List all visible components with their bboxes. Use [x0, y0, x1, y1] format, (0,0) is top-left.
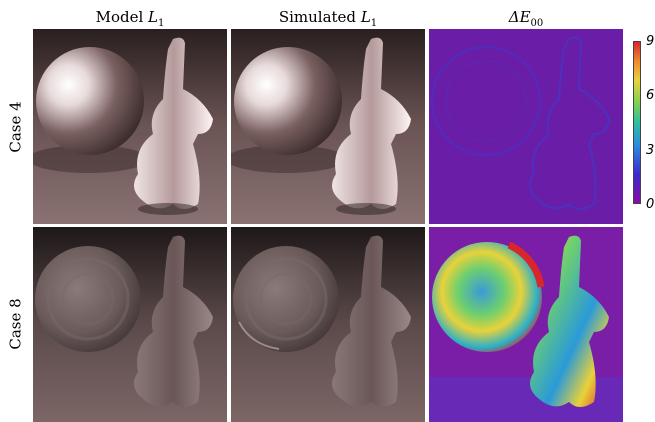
column-header-simulated: Simulated L1	[231, 6, 425, 29]
column-header-simulated-var: L	[360, 8, 371, 26]
colorbar-tick-0: 0	[646, 197, 655, 212]
column-header-model-prefix: Model	[95, 8, 149, 26]
case-8-simulated-render-image	[231, 227, 425, 422]
case-8-simulated-render	[231, 227, 425, 422]
case-4-model-render	[33, 29, 227, 224]
colorbar-tick-6: 6	[646, 88, 655, 103]
colorbar-tick-3: 3	[646, 143, 655, 158]
case-8-model-render-image	[33, 227, 227, 422]
delta-e-colorbar	[633, 41, 641, 204]
row-label-case-4-text: Case 4	[7, 101, 25, 153]
case-8-delta-e-map-image	[429, 227, 623, 422]
case-8-delta-e-map	[429, 227, 623, 422]
row-label-case-8: Case 8	[4, 227, 28, 421]
row-label-case-4: Case 4	[4, 30, 28, 224]
column-header-model: Model L1	[33, 6, 227, 29]
column-header-model-var: L	[148, 8, 159, 26]
colorbar-tick-9: 9	[646, 34, 655, 49]
column-header-delta: ΔE00	[429, 6, 623, 29]
case-4-simulated-render-image	[231, 29, 425, 224]
column-header-delta-sub: 00	[530, 18, 544, 29]
column-header-model-sub: 1	[158, 18, 165, 29]
case-4-simulated-render	[231, 29, 425, 224]
case-4-delta-e-map-image	[429, 29, 623, 224]
case-4-model-render-image	[33, 29, 227, 224]
column-header-delta-symbol: ΔE	[508, 8, 531, 26]
column-header-simulated-prefix: Simulated	[278, 8, 361, 26]
case-8-model-render	[33, 227, 227, 422]
case-4-delta-e-map	[429, 29, 623, 224]
row-label-case-8-text: Case 8	[7, 298, 25, 350]
column-header-simulated-sub: 1	[370, 18, 378, 29]
